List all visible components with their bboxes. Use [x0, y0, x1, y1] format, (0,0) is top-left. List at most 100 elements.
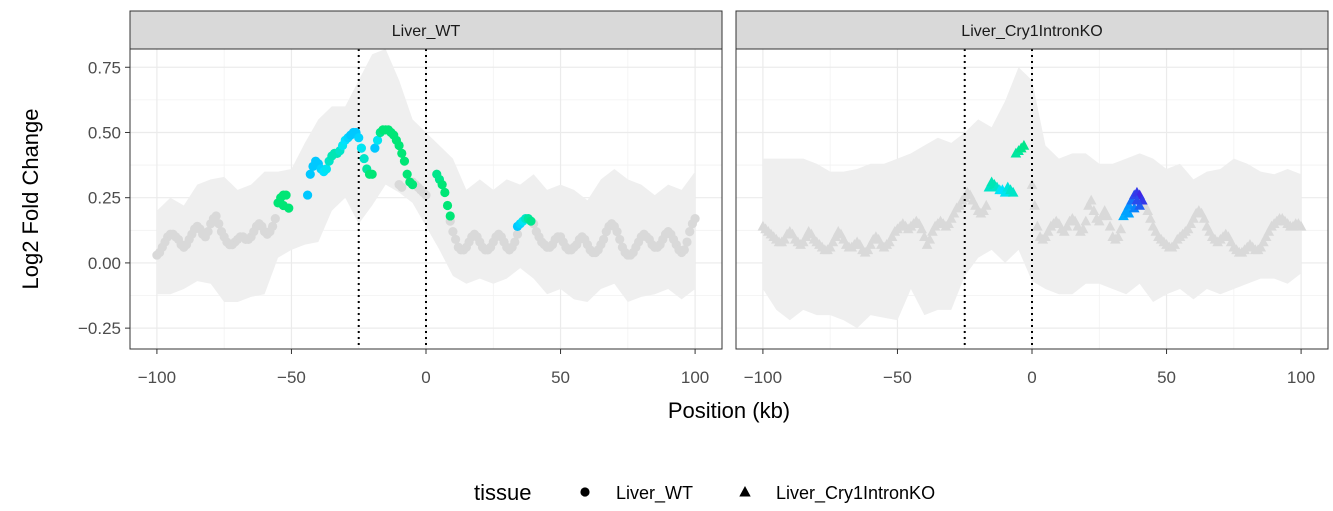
data-point-highlight	[402, 169, 412, 179]
data-point-gray	[421, 190, 431, 200]
data-point-highlight	[305, 169, 315, 179]
data-point-highlight	[367, 169, 377, 179]
data-point-gray	[397, 182, 407, 192]
data-point-highlight	[442, 200, 453, 211]
data-point-gray	[948, 207, 960, 218]
legend-key-circle	[580, 487, 590, 497]
y-tick-label: −0.25	[78, 319, 121, 338]
data-point-highlight	[440, 187, 450, 198]
data-point-gray	[1085, 194, 1097, 205]
y-tick-label: 0.75	[88, 58, 121, 77]
data-point-highlight	[359, 153, 369, 164]
data-point-gray	[690, 213, 700, 224]
data-point-gray	[884, 236, 895, 247]
data-point-gray	[211, 211, 221, 221]
data-point-gray	[1042, 226, 1054, 236]
data-point-gray	[1260, 231, 1272, 242]
y-tick-label: 0.50	[88, 123, 121, 142]
data-point-gray	[1145, 212, 1156, 223]
x-tick-label: −100	[744, 368, 782, 387]
data-point-highlight	[437, 180, 447, 190]
data-point-gray	[924, 233, 936, 244]
data-point-gray	[943, 218, 954, 228]
data-point-gray	[1032, 220, 1043, 231]
data-point-highlight	[372, 135, 383, 145]
data-point-highlight	[321, 164, 332, 174]
y-tick-label: 0.25	[88, 189, 121, 208]
data-point-gray	[779, 233, 790, 244]
data-point-gray	[685, 227, 695, 237]
data-point-highlight	[407, 180, 418, 190]
data-point-highlight	[354, 133, 364, 143]
data-point-highlight	[445, 211, 455, 221]
legend: tissue Liver_WT Liver_Cry1IntronKO	[474, 480, 935, 505]
x-tick-label: −100	[138, 368, 176, 387]
data-point-highlight	[983, 181, 995, 192]
data-point-highlight	[394, 140, 404, 151]
y-axis-title: Log2 Fold Change	[18, 108, 43, 289]
data-point-gray	[1112, 231, 1124, 242]
legend-key-triangle	[739, 486, 751, 497]
data-point-gray	[1058, 226, 1070, 236]
x-tick-label: 50	[1157, 368, 1176, 387]
x-tick-label: 100	[1287, 368, 1315, 387]
x-tick-label: −50	[883, 368, 912, 387]
x-axis-title: Position (kb)	[668, 398, 790, 423]
data-point-gray	[827, 236, 839, 247]
data-point-gray	[862, 244, 874, 255]
x-tick-label: 0	[421, 368, 430, 387]
data-point-gray	[1083, 199, 1094, 210]
data-point-gray	[1295, 220, 1307, 231]
data-point-gray	[599, 234, 609, 245]
data-point-gray	[1115, 223, 1127, 234]
data-point-gray	[1255, 241, 1267, 252]
data-point-gray	[1040, 231, 1051, 242]
data-point-gray	[1080, 215, 1092, 226]
data-point-gray	[1142, 205, 1154, 215]
data-point-gray	[919, 231, 930, 242]
data-point-highlight	[526, 216, 536, 226]
data-point-gray	[679, 245, 689, 255]
data-point-highlight	[356, 143, 367, 153]
data-point-gray	[927, 226, 938, 236]
data-point-gray	[682, 237, 692, 247]
data-point-gray	[959, 192, 971, 202]
facet-strip	[735, 10, 1329, 50]
facet-title: Liver_WT	[392, 23, 461, 40]
legend-title: tissue	[474, 480, 531, 505]
data-point-gray	[1188, 212, 1199, 223]
data-point-highlight	[1123, 207, 1135, 218]
y-tick-label: 0.00	[88, 254, 121, 273]
legend-label: Liver_Cry1IntronKO	[776, 483, 935, 504]
data-point-gray	[1258, 236, 1269, 247]
data-point-highlight	[1128, 202, 1140, 213]
facet-strip	[129, 10, 723, 50]
data-point-gray	[1198, 212, 1210, 223]
data-point-highlight	[1007, 186, 1019, 197]
data-point-highlight	[1123, 199, 1135, 210]
data-point-gray	[1182, 223, 1194, 234]
data-point-gray	[954, 199, 965, 210]
data-point-gray	[214, 219, 224, 229]
data-point-highlight	[370, 143, 380, 153]
data-point-highlight	[1018, 139, 1030, 150]
data-point-gray	[615, 234, 625, 245]
data-point-gray	[830, 231, 841, 242]
data-point-gray	[1104, 220, 1116, 231]
x-tick-label: 100	[681, 368, 709, 387]
data-point-gray	[512, 229, 523, 239]
data-point-gray	[448, 227, 458, 237]
data-point-gray	[510, 237, 520, 247]
data-point-gray	[886, 231, 898, 242]
data-point-highlight	[284, 203, 294, 213]
data-point-highlight	[1118, 210, 1129, 221]
data-point-gray	[1077, 223, 1089, 234]
data-point-gray	[824, 241, 836, 252]
facet-title: Liver_Cry1IntronKO	[961, 23, 1102, 40]
data-point-gray	[268, 221, 278, 231]
x-tick-label: 0	[1027, 368, 1036, 387]
x-tick-label: −50	[277, 368, 306, 387]
data-point-gray	[916, 223, 927, 234]
